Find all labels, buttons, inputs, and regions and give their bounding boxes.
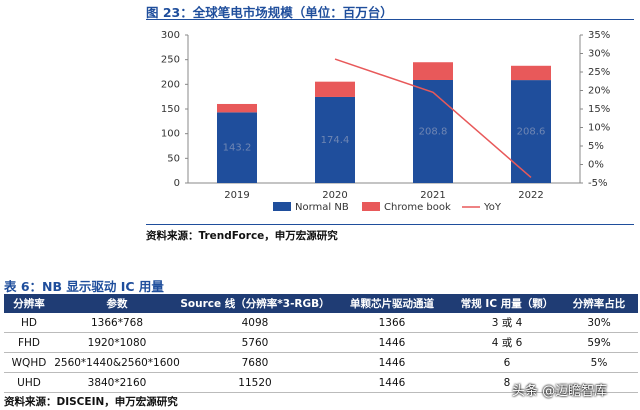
y-tick-label: 300 [161, 30, 180, 41]
bar-label: 208.8 [419, 126, 448, 137]
table-cell: HD [4, 313, 54, 333]
bar [413, 62, 453, 80]
line [334, 58, 532, 179]
legend-label: Chrome book [384, 202, 451, 213]
table-cell: 4098 [180, 313, 330, 333]
y2-tick-label: 10% [588, 123, 610, 134]
table-cell: 3 或 4 [454, 313, 560, 333]
bar-label: 174.4 [321, 135, 350, 146]
table-cell: 11520 [180, 372, 330, 393]
y2-tick-label: 5% [588, 141, 604, 152]
legend-label: YoY [483, 202, 502, 213]
table-cell: 3840*2160 [54, 372, 180, 393]
bar [217, 112, 257, 183]
table-row: UHD 3840*2160 11520 1446 8 [4, 372, 638, 393]
table-cell: 4 或 6 [454, 332, 560, 353]
header-cell: 参数 [54, 294, 180, 313]
table-cell: 7680 [180, 352, 330, 373]
header-cell: 分辨率 [4, 294, 54, 313]
bar [315, 96, 355, 183]
x-tick-label: 2021 [420, 190, 445, 201]
table-cell: 1446 [330, 372, 454, 393]
x-tick-label: 2019 [224, 190, 249, 201]
y-tick-label: 0 [174, 178, 180, 189]
table-cell: 5% [560, 352, 638, 373]
y2-tick-label: -5% [588, 178, 607, 189]
figure-title: 图 23：全球笔电市场规模（单位：百万台） [146, 5, 393, 20]
title-rule [146, 19, 634, 20]
table-cell: 5760 [180, 332, 330, 353]
table-cell [560, 372, 638, 393]
table-cell: 59% [560, 332, 638, 353]
header-cell: 分辨率占比 [560, 294, 638, 313]
table-cell: UHD [4, 372, 54, 393]
bar [217, 103, 257, 113]
table-cell: 1366 [330, 313, 454, 333]
table-source: 资料来源：DISCEIN，申万宏源研究 [4, 396, 178, 408]
bar-label: 143.2 [223, 143, 252, 154]
table-cell: 2560*1440&2560*1600 [54, 352, 180, 373]
table: 分辨率 参数 Source 线（分辨率*3-RGB） 单颗芯片驱动通道 常规 IC 用量… [4, 294, 638, 393]
table-cell: 1446 [330, 352, 454, 373]
table-cell: 6 [454, 352, 560, 373]
y-tick-label: 100 [161, 129, 180, 140]
bar-label: 208.6 [517, 127, 546, 138]
table-row: FHD 1920*1080 5760 1446 4 或 6 59% [4, 332, 638, 353]
chart-source: 资料来源：TrendForce，申万宏源研究 [146, 230, 338, 242]
y-tick-label: 250 [161, 55, 180, 66]
table-row: WQHD 2560*1440&2560*1600 7680 1446 6 5% [4, 352, 638, 373]
table-cell: 1920*1080 [54, 332, 180, 353]
legend-label: Normal NB [295, 202, 349, 213]
bar [511, 65, 551, 81]
table-cell: 8 [454, 372, 560, 393]
chart: 0 50 100 150 200 250 300 -5% 0% 5% 10% 15% 20% 25% 30%… [161, 30, 610, 213]
table-cell: FHD [4, 332, 54, 353]
y2-tick-label: 15% [588, 104, 610, 115]
table-cell: 1366*768 [54, 313, 180, 333]
y2-tick-label: 30% [588, 49, 610, 60]
legend-swatch [362, 202, 380, 211]
y-tick-label: 150 [161, 104, 180, 115]
header-cell: Source 线（分辨率*3-RGB） [180, 294, 330, 313]
y2-tick-label: 20% [588, 86, 610, 97]
table-cell: 30% [560, 313, 638, 333]
source-rule [146, 224, 634, 225]
bar [315, 81, 355, 97]
y-tick-label: 50 [167, 153, 180, 164]
header-cell: 单颗芯片驱动通道 [330, 294, 454, 313]
table-title: 表 6：NB 显示驱动 IC 用量 [4, 279, 164, 294]
bar [413, 79, 453, 183]
x-tick-label: 2020 [322, 190, 347, 201]
table-row: HD 1366*768 4098 1366 3 或 4 30% [4, 313, 638, 333]
x-tick-label: 2022 [518, 190, 543, 201]
legend-swatch [273, 202, 291, 211]
header-row: 分辨率 参数 Source 线（分辨率*3-RGB） 单颗芯片驱动通道 常规 IC 用量… [4, 294, 638, 313]
y2-tick-label: 25% [588, 67, 610, 78]
y2-tick-label: 35% [588, 30, 610, 41]
y2-tick-label: 0% [588, 160, 604, 171]
y-tick-label: 200 [161, 79, 180, 90]
table-cell: 1446 [330, 332, 454, 353]
table-cell: WQHD [4, 352, 54, 373]
header-cell: 常规 IC 用量（颗） [454, 294, 560, 313]
watermark: 头条 @迈瞻智库 [512, 384, 608, 399]
